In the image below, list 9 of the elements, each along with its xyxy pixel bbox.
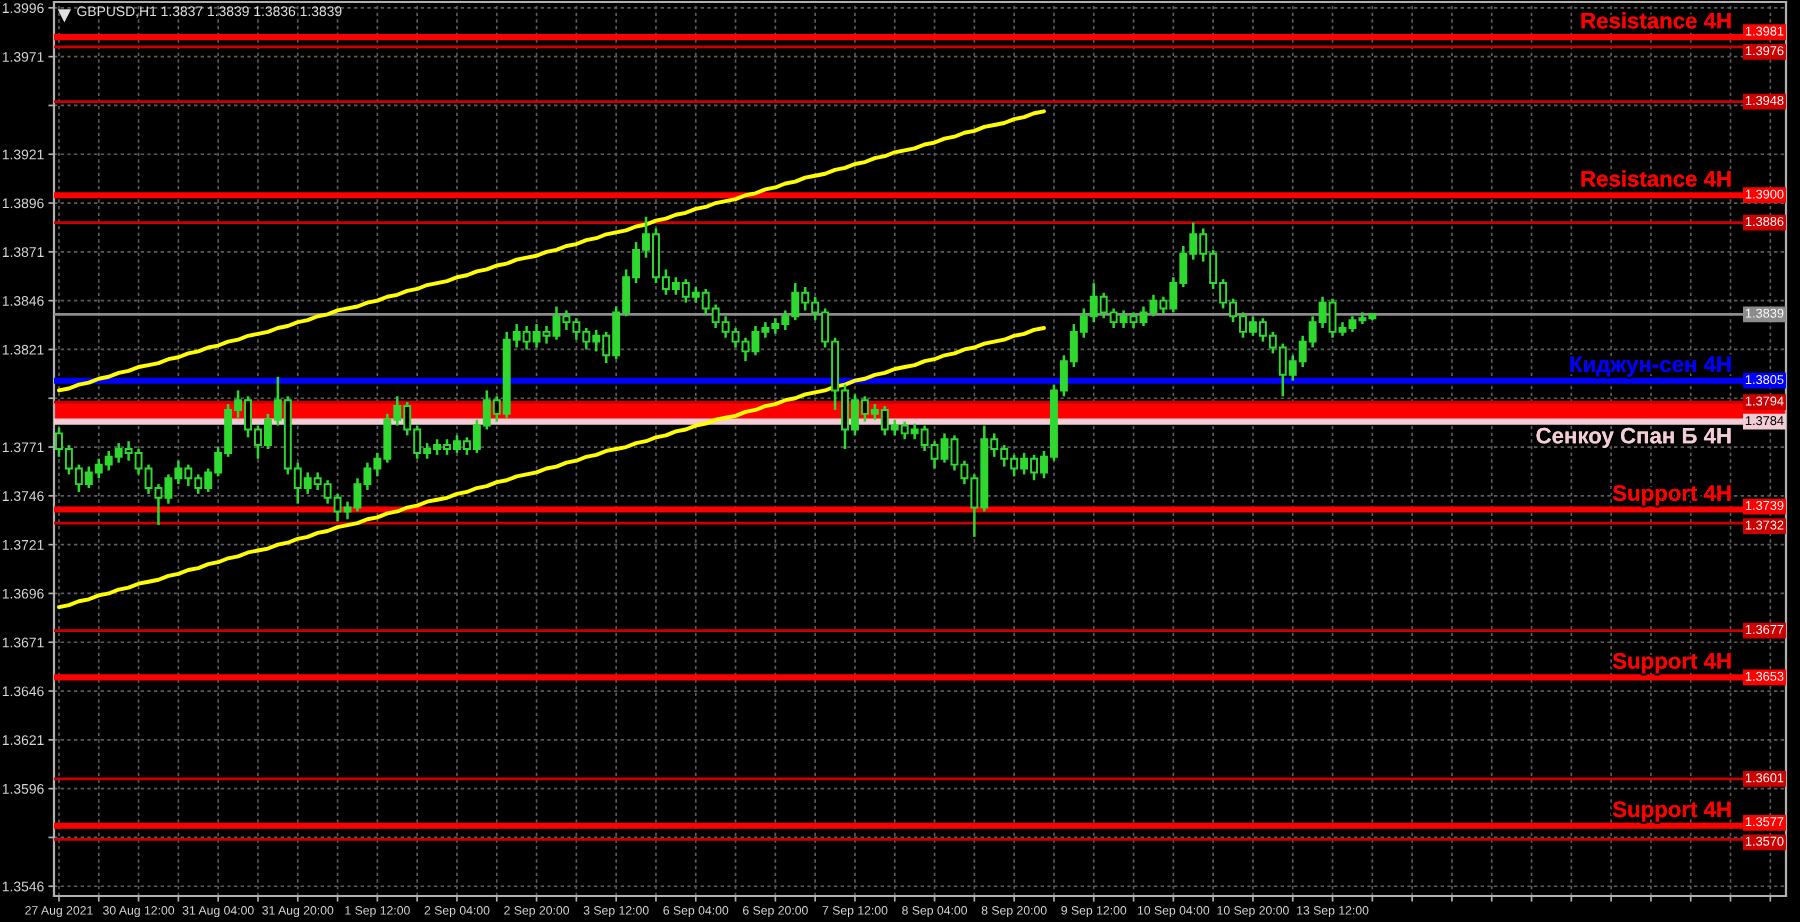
line-series: [57, 109, 1046, 393]
line-series: [57, 326, 1046, 610]
ref-line-label: Support 4H: [1612, 801, 1731, 822]
ref-line-label: Support 4H: [1612, 485, 1731, 506]
ref-line-label: Киджун-сен 4H: [1570, 356, 1731, 377]
ref-line-label: Resistance 4H: [1581, 170, 1731, 187]
ref-line-label: Support 4H: [1612, 653, 1731, 674]
ref-line-label: Сенкоу Спан Б 4H: [1536, 427, 1731, 448]
ref-line-label: Resistance 4H: [1581, 12, 1731, 29]
